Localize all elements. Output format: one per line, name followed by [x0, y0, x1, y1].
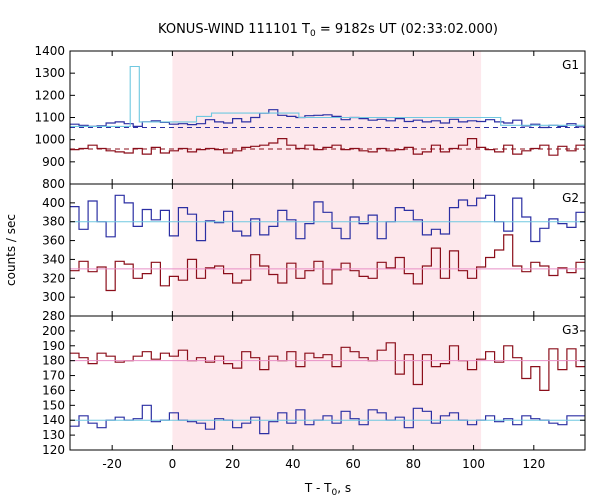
series-g3-dark-red-histogram [70, 342, 585, 391]
x-tick-label: 100 [462, 457, 485, 471]
x-tick-label: -20 [102, 457, 122, 471]
chart-title: KONUS-WIND 111101 T0 = 9182s UT (02:33:0… [158, 22, 498, 39]
series-g2-dark-red-histogram [70, 234, 585, 292]
y-tick-label: 280 [42, 309, 65, 323]
x-tick-label: 0 [169, 457, 177, 471]
y-tick-label: 320 [42, 271, 65, 285]
panel-g3-series [70, 342, 585, 435]
y-tick-label: 360 [42, 234, 65, 248]
shaded-interval-layer [172, 51, 482, 450]
title-subscript: 0 [310, 29, 316, 39]
x-tick-label: 40 [285, 457, 300, 471]
y-tick-label: 120 [42, 443, 65, 457]
x-tick-label: 80 [406, 457, 421, 471]
y-tick-label: 900 [42, 155, 65, 169]
x-tick-label: 120 [522, 457, 545, 471]
y-tick-label: 130 [42, 428, 65, 442]
series-g1-dark-red-histogram [70, 138, 585, 156]
y-tick-label: 1400 [34, 44, 65, 58]
y-tick-label: 180 [42, 354, 65, 368]
x-tick-label: 20 [225, 457, 240, 471]
y-tick-label: 800 [42, 177, 65, 191]
shaded-interval-g2 [172, 184, 482, 316]
y-tick-label: 1200 [34, 88, 65, 102]
series-g1-light-blue-step-line [70, 65, 585, 127]
y-tick-label: 1300 [34, 66, 65, 80]
y-tick-label: 380 [42, 215, 65, 229]
x-tick-label: 60 [345, 457, 360, 471]
shaded-interval-g3 [172, 316, 482, 450]
panel-g1-series [70, 65, 585, 156]
y-tick-label: 300 [42, 290, 65, 304]
y-tick-label: 340 [42, 252, 65, 266]
series-g1-navy-histogram [70, 109, 585, 129]
y-tick-label: 190 [42, 339, 65, 353]
y-tick-label: 200 [42, 324, 65, 338]
x-label-subscript: 0 [332, 488, 338, 498]
y-tick-label: 140 [42, 413, 65, 427]
y-tick-label: 1100 [34, 111, 65, 125]
series-layer [70, 65, 585, 435]
panel-g2-series [70, 194, 585, 292]
series-g3-navy-histogram [70, 404, 585, 435]
y-tick-label: 150 [42, 398, 65, 412]
tick-layer: G180090010001100120013001400G22803003203… [34, 44, 585, 471]
x-axis-label: T - T0, s [304, 481, 351, 498]
y-tick-label: 400 [42, 196, 65, 210]
panel-label-g3: G3 [562, 323, 579, 337]
panel-label-g1: G1 [562, 58, 579, 72]
y-axis-label: counts / sec [4, 214, 18, 286]
y-tick-label: 170 [42, 369, 65, 383]
y-tick-label: 1000 [34, 133, 65, 147]
panel-label-g2: G2 [562, 191, 579, 205]
panel-frame-g3 [69, 315, 586, 451]
y-tick-label: 160 [42, 383, 65, 397]
